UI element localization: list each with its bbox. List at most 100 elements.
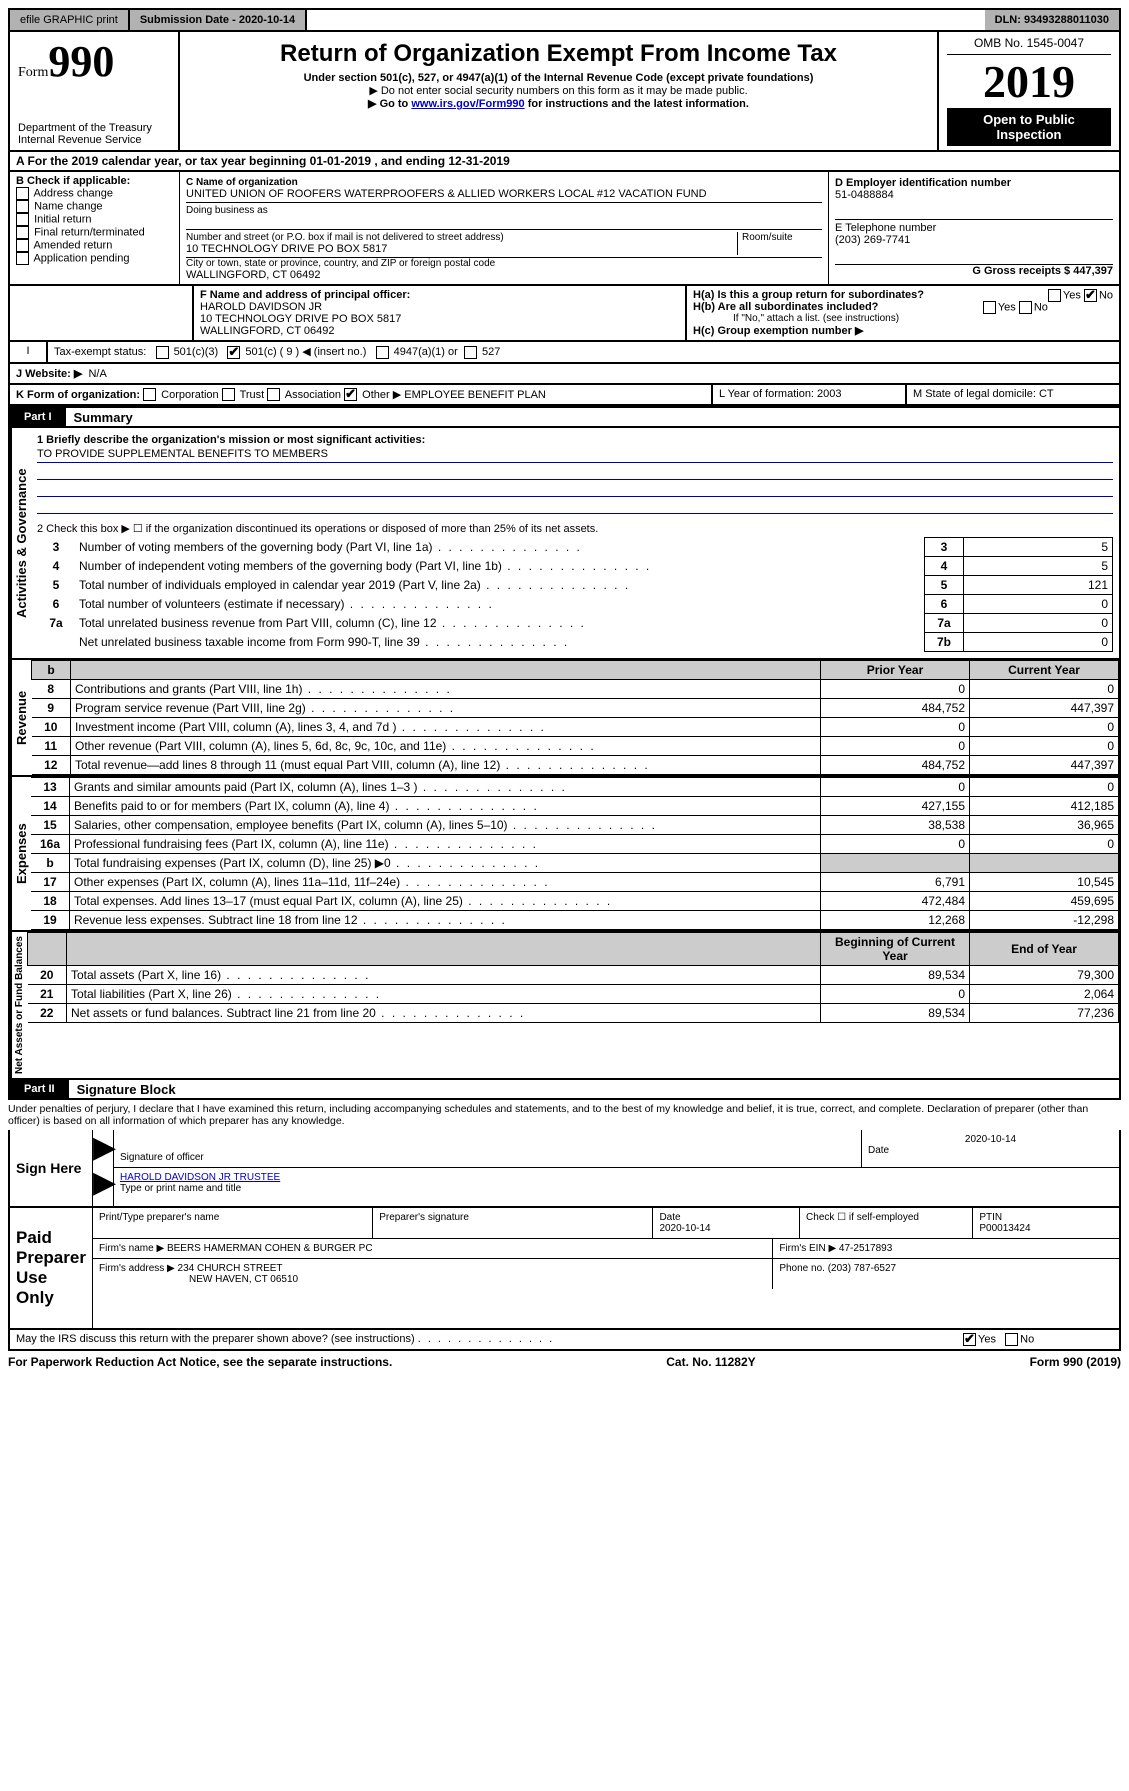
ein-value: 51-0488884 bbox=[835, 189, 1113, 201]
hdr-end: End of Year bbox=[970, 933, 1119, 966]
mission-text: TO PROVIDE SUPPLEMENTAL BENEFITS TO MEMB… bbox=[37, 448, 1113, 463]
block-klm: K Form of organization: Corporation Trus… bbox=[8, 385, 1121, 407]
check-application-pending[interactable]: Application pending bbox=[16, 252, 173, 265]
hdr-current-year: Current Year bbox=[970, 661, 1119, 680]
other-value: EMPLOYEE BENEFIT PLAN bbox=[404, 389, 546, 401]
paid-preparer-label: Paid Preparer Use Only bbox=[10, 1208, 93, 1328]
note-ssn: ▶ Do not enter social security numbers o… bbox=[188, 84, 929, 97]
table-row: 4 Number of independent voting members o… bbox=[37, 557, 1113, 576]
table-row: 20 Total assets (Part X, line 16) 89,534… bbox=[28, 966, 1119, 985]
sig-officer-label: Signature of officer bbox=[120, 1152, 855, 1163]
tax-exempt-label: Tax-exempt status: bbox=[54, 346, 146, 358]
dept-treasury: Department of the Treasury Internal Reve… bbox=[18, 122, 170, 146]
part1-header: Part I Summary bbox=[8, 406, 1121, 428]
e-phone-label: E Telephone number bbox=[835, 222, 1113, 234]
typed-name[interactable]: HAROLD DAVIDSON JR TRUSTEE bbox=[120, 1172, 1113, 1183]
table-row: 16a Professional fundraising fees (Part … bbox=[31, 835, 1119, 854]
org-name: UNITED UNION OF ROOFERS WATERPROOFERS & … bbox=[186, 188, 822, 200]
preparer-date: 2020-10-14 bbox=[659, 1223, 793, 1234]
table-row: 8 Contributions and grants (Part VIII, l… bbox=[32, 680, 1119, 699]
footer-cat: Cat. No. 11282Y bbox=[666, 1355, 755, 1369]
hdr-beginning: Beginning of Current Year bbox=[821, 933, 970, 966]
check-initial-return[interactable]: Initial return bbox=[16, 213, 173, 226]
check-final-return[interactable]: Final return/terminated bbox=[16, 226, 173, 239]
firm-addr1: 234 CHURCH STREET bbox=[178, 1263, 283, 1274]
table-row: b Total fundraising expenses (Part IX, c… bbox=[31, 854, 1119, 873]
officer-name: HAROLD DAVIDSON JR bbox=[200, 301, 679, 313]
line-a-tax-year: A For the 2019 calendar year, or tax yea… bbox=[8, 152, 1121, 172]
f-officer-label: F Name and address of principal officer: bbox=[200, 289, 679, 301]
line1-label: 1 Briefly describe the organization's mi… bbox=[37, 434, 1113, 446]
table-revenue: b Prior Year Current Year 8 Contribution… bbox=[31, 660, 1119, 775]
ha-group-return: H(a) Is this a group return for subordin… bbox=[693, 289, 1113, 301]
hdr-prior-year: Prior Year bbox=[821, 661, 970, 680]
open-public: Open to Public Inspection bbox=[947, 108, 1111, 146]
table-row: 9 Program service revenue (Part VIII, li… bbox=[32, 699, 1119, 718]
room-suite: Room/suite bbox=[737, 232, 822, 255]
block-j: J Website: ▶ N/A bbox=[8, 364, 1121, 385]
section-net-assets: Net Assets or Fund Balances Beginning of… bbox=[8, 932, 1121, 1080]
check-amended-return[interactable]: Amended return bbox=[16, 239, 173, 252]
discuss-row: May the IRS discuss this return with the… bbox=[8, 1330, 1121, 1351]
note-link: ▶ Go to www.irs.gov/Form990 for instruct… bbox=[188, 97, 929, 110]
firm-ein: Firm's EIN ▶ 47-2517893 bbox=[773, 1239, 1119, 1258]
block-fh: F Name and address of principal officer:… bbox=[8, 286, 1121, 342]
k-form-org-label: K Form of organization: bbox=[16, 389, 140, 401]
table-row: 19 Revenue less expenses. Subtract line … bbox=[31, 911, 1119, 930]
firm-phone: Phone no. (203) 787-6527 bbox=[773, 1259, 1119, 1289]
penalties-text: Under penalties of perjury, I declare th… bbox=[8, 1100, 1121, 1130]
d-ein-label: D Employer identification number bbox=[835, 177, 1113, 189]
preparer-sig-label: Preparer's signature bbox=[373, 1208, 653, 1238]
website-label: J Website: ▶ bbox=[16, 368, 82, 380]
table-expenses: 13 Grants and similar amounts paid (Part… bbox=[31, 777, 1119, 930]
vlabel-revenue: Revenue bbox=[10, 660, 31, 775]
table-row: 22 Net assets or fund balances. Subtract… bbox=[28, 1004, 1119, 1023]
phone-value: (203) 269-7741 bbox=[835, 234, 1113, 246]
top-bar: efile GRAPHIC print Submission Date - 20… bbox=[8, 8, 1121, 32]
table-row: 11 Other revenue (Part VIII, column (A),… bbox=[32, 737, 1119, 756]
irs-link[interactable]: www.irs.gov/Form990 bbox=[411, 98, 524, 110]
table-row: 6 Total number of volunteers (estimate i… bbox=[37, 595, 1113, 614]
table-row: 14 Benefits paid to or for members (Part… bbox=[31, 797, 1119, 816]
city-label: City or town, state or province, country… bbox=[186, 258, 822, 269]
hc-exemption: H(c) Group exemption number ▶ bbox=[693, 324, 1113, 337]
check-name-change[interactable]: Name change bbox=[16, 200, 173, 213]
efile-label[interactable]: efile GRAPHIC print bbox=[10, 10, 130, 30]
b-label: B Check if applicable: bbox=[16, 175, 173, 187]
street-address: 10 TECHNOLOGY DRIVE PO BOX 5817 bbox=[186, 243, 737, 255]
table-row: 15 Salaries, other compensation, employe… bbox=[31, 816, 1119, 835]
table-row: 13 Grants and similar amounts paid (Part… bbox=[31, 778, 1119, 797]
hb-note: If "No," attach a list. (see instruction… bbox=[693, 313, 1113, 324]
table-row: 18 Total expenses. Add lines 13–17 (must… bbox=[31, 892, 1119, 911]
m-state-domicile: M State of legal domicile: CT bbox=[907, 385, 1119, 405]
table-row: 5 Total number of individuals employed i… bbox=[37, 576, 1113, 595]
addr-label: Number and street (or P.O. box if mail i… bbox=[186, 232, 737, 243]
form-subtitle: Under section 501(c), 527, or 4947(a)(1)… bbox=[188, 72, 929, 84]
c-name-label: C Name of organization bbox=[186, 177, 822, 188]
section-expenses: Expenses 13 Grants and similar amounts p… bbox=[8, 777, 1121, 932]
firm-name: BEERS HAMERMAN COHEN & BURGER PC bbox=[167, 1243, 373, 1254]
l-year-formation: L Year of formation: 2003 bbox=[713, 385, 907, 405]
block-i: I Tax-exempt status: 501(c)(3) 501(c) ( … bbox=[8, 342, 1121, 364]
section-activities-governance: Activities & Governance 1 Briefly descri… bbox=[8, 428, 1121, 660]
table-governance: 3 Number of voting members of the govern… bbox=[37, 537, 1113, 652]
check-address-change[interactable]: Address change bbox=[16, 187, 173, 200]
tax-year: 2019 bbox=[947, 55, 1111, 108]
vlabel-netassets: Net Assets or Fund Balances bbox=[10, 932, 27, 1078]
table-row: 17 Other expenses (Part IX, column (A), … bbox=[31, 873, 1119, 892]
line2-checkbox: 2 Check this box ▶ ☐ if the organization… bbox=[37, 522, 1113, 535]
table-net-assets: Beginning of Current Year End of Year 20… bbox=[27, 932, 1119, 1023]
part2-header: Part II Signature Block bbox=[8, 1080, 1121, 1100]
sig-date: 2020-10-14 bbox=[868, 1134, 1113, 1145]
footer-form: Form 990 (2019) bbox=[1030, 1355, 1121, 1369]
g-gross-receipts: G Gross receipts $ 447,397 bbox=[972, 265, 1113, 277]
officer-addr1: 10 TECHNOLOGY DRIVE PO BOX 5817 bbox=[200, 313, 679, 325]
table-row: 7a Total unrelated business revenue from… bbox=[37, 614, 1113, 633]
table-row: 10 Investment income (Part VIII, column … bbox=[32, 718, 1119, 737]
dln-label: DLN: 93493288011030 bbox=[985, 10, 1119, 30]
form-title: Return of Organization Exempt From Incom… bbox=[188, 40, 929, 68]
omb-number: OMB No. 1545-0047 bbox=[947, 36, 1111, 55]
table-row: 3 Number of voting members of the govern… bbox=[37, 538, 1113, 557]
submission-date: Submission Date - 2020-10-14 bbox=[130, 10, 307, 30]
footer-left: For Paperwork Reduction Act Notice, see … bbox=[8, 1355, 392, 1369]
